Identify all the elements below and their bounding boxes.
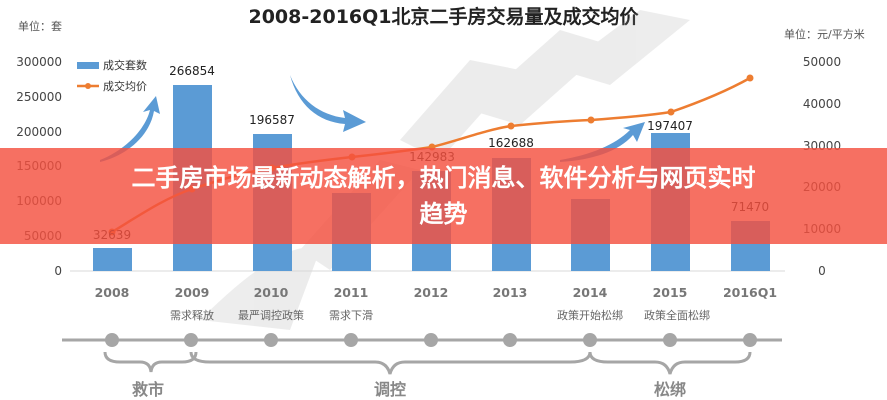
legend-line-swatch — [77, 83, 99, 89]
y-tick-right: 0 — [818, 264, 826, 278]
bar-label: 266854 — [169, 64, 215, 78]
braces — [103, 351, 752, 375]
x-tick: 2014 — [572, 285, 608, 300]
y-tick: 250000 — [16, 90, 62, 104]
phase-label: 松绑 — [653, 380, 686, 399]
event-label: 需求释放 — [170, 309, 214, 322]
right-axis-unit: 单位：元/平方米 — [784, 28, 865, 41]
y-tick: 300000 — [16, 55, 62, 69]
phase-label: 救市 — [131, 380, 164, 399]
legend-bar-label: 成交套数 — [103, 59, 147, 72]
headline-text: 二手房市场最新动态解析，热门消息、软件分析与网页实时 趋势 — [40, 160, 847, 232]
event-label: 最严调控政策 — [238, 309, 304, 322]
y-tick-right: 40000 — [802, 97, 842, 111]
bar-label: 196587 — [249, 113, 295, 127]
headline-banner — [0, 148, 887, 244]
x-tick: 2012 — [413, 285, 449, 300]
timeline — [62, 333, 782, 375]
event-label: 需求下滑 — [329, 309, 373, 322]
chart-title: 2008-2016Q1北京二手房交易量及成交均价 — [248, 6, 639, 28]
event-label: 政策全面松绑 — [644, 309, 710, 322]
legend-bar-swatch — [77, 61, 99, 69]
x-tick: 2008 — [94, 285, 130, 300]
phase-label: 调控 — [373, 380, 406, 399]
legend-line: 成交均价 — [77, 78, 147, 94]
headline-line-2: 趋势 — [419, 200, 468, 228]
x-tick: 2015 — [652, 285, 688, 300]
y-tick: 200000 — [16, 125, 62, 139]
event-label: 政策开始松绑 — [557, 309, 623, 322]
x-tick: 2016Q1 — [722, 285, 778, 300]
headline-line-1: 二手房市场最新动态解析，热门消息、软件分析与网页实时 — [131, 164, 756, 192]
left-axis-unit: 单位：套 — [18, 20, 62, 33]
y-tick-right: 50000 — [802, 55, 842, 69]
legend-line-label: 成交均价 — [103, 80, 147, 93]
x-tick: 2013 — [492, 285, 528, 300]
y-tick: 0 — [54, 264, 62, 278]
x-tick: 2010 — [253, 285, 289, 300]
bar-label: 197407 — [647, 119, 693, 133]
legend-bar: 成交套数 — [77, 57, 147, 73]
x-tick: 2011 — [333, 285, 369, 300]
bar-label: 162688 — [488, 136, 534, 150]
x-tick: 2009 — [174, 285, 210, 300]
